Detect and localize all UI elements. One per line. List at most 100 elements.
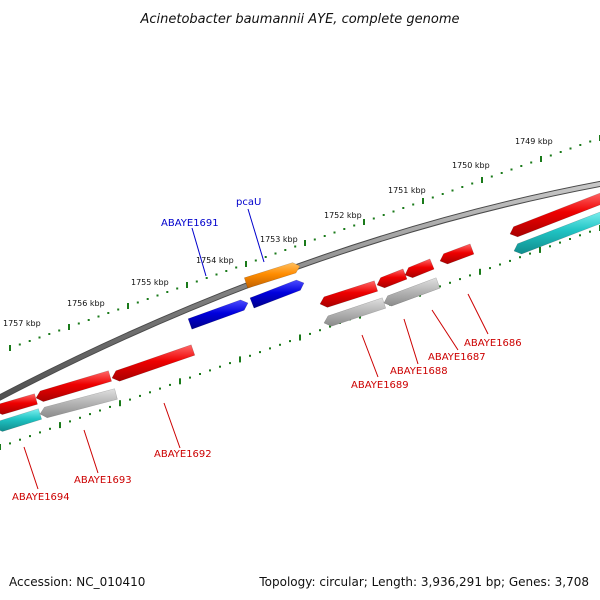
ruler-bottom-tick	[519, 256, 521, 259]
ruler-bottom-tick	[89, 413, 91, 416]
ruler-top-tick	[176, 287, 179, 290]
leader-pcau	[247, 208, 265, 263]
tick-label-1757: 1757 kbp	[3, 319, 41, 328]
genome-summary-text: Topology: circular; Length: 3,936,291 bp…	[258, 575, 589, 589]
ruler-top-tick	[422, 198, 424, 204]
ruler-top-tick	[166, 291, 169, 293]
ruler-top-tick	[510, 168, 513, 171]
gene-label-abaye1686[interactable]: ABAYE1686	[464, 338, 522, 349]
ruler-bottom-tick	[329, 325, 331, 328]
ruler-top-tick	[107, 312, 110, 314]
ruler-bottom-tick	[309, 332, 311, 335]
gene-label-pcau[interactable]: pcaU	[236, 197, 261, 208]
ruler-top-tick	[195, 280, 198, 283]
ruler-top-tick	[205, 277, 208, 279]
ruler-top-tick	[77, 322, 80, 325]
ruler-top-tick	[490, 175, 493, 178]
gene-label-abaye1688[interactable]: ABAYE1688	[390, 366, 448, 377]
ruler-top-tick	[97, 315, 100, 318]
ruler-bottom-tick	[49, 427, 51, 430]
ruler-bottom-tick	[59, 422, 61, 429]
leader-abaye1691	[191, 227, 207, 277]
ruler-bottom-tick	[489, 267, 491, 270]
ruler-bottom-tick	[139, 394, 141, 397]
ruler-top-tick	[451, 189, 454, 192]
ruler-bottom-tick	[129, 398, 131, 401]
feature-track	[0, 192, 600, 432]
leader-abaye1688	[403, 318, 419, 365]
ruler-top-tick	[186, 282, 188, 288]
ruler-top-tick	[58, 329, 61, 332]
ruler-top-tick	[48, 333, 51, 335]
ruler-top-tick	[294, 245, 297, 248]
ruler-top-tick	[215, 273, 218, 276]
backbone-shadow	[0, 180, 600, 401]
ruler-bottom-tick	[279, 343, 281, 346]
ruler-bottom-tick	[219, 365, 221, 368]
ruler-top-tick	[382, 214, 385, 216]
ruler-top-tick	[402, 207, 405, 209]
ruler-top-tick	[264, 256, 267, 258]
cds-abaye1686	[439, 243, 475, 265]
gene-label-abaye1689[interactable]: ABAYE1689	[351, 380, 409, 391]
gene-label-abaye1692[interactable]: ABAYE1692	[154, 449, 212, 460]
gene-label-abaye1693[interactable]: ABAYE1693	[74, 475, 132, 486]
ruler-bottom-tick	[559, 241, 561, 244]
cds-abaye1693	[35, 370, 112, 402]
ruler-bottom-tick	[269, 347, 271, 350]
leader-abaye1689	[361, 334, 379, 378]
accession-text: Accession: NC_010410	[9, 575, 145, 589]
ruler-bottom-tick	[169, 383, 171, 386]
ruler-bottom-tick	[319, 329, 321, 332]
ruler-top-tick	[146, 298, 149, 300]
ruler-top-tick	[313, 238, 316, 241]
gene-label-abaye1687[interactable]: ABAYE1687	[428, 352, 486, 363]
tick-label-1753: 1753 kbp	[260, 235, 298, 244]
ruler-top-tick	[589, 140, 592, 143]
ruler-top-tick	[68, 324, 70, 330]
ruler-bottom-tick	[439, 285, 441, 288]
ruler-bottom-tick	[249, 354, 251, 357]
ruler-bottom-tick	[549, 245, 551, 248]
ruler-bottom-tick	[119, 400, 121, 407]
cds-abaye1694	[0, 393, 38, 415]
ruler-bottom-tick	[239, 356, 241, 363]
ruler-bottom-tick	[299, 334, 301, 341]
ruler-labels: 1749 kbp 1750 kbp 1751 kbp 1752 kbp 1753…	[3, 137, 553, 328]
ruler-top-tick	[343, 228, 346, 230]
ruler-top-tick	[136, 301, 139, 304]
ruler-bottom-tick	[29, 435, 31, 438]
ruler-top-tick	[579, 144, 582, 146]
position-ruler	[9, 135, 600, 351]
ruler-bottom-tick	[579, 234, 581, 237]
ruler-top-tick	[540, 156, 542, 162]
leader-abaye1692	[163, 402, 181, 449]
ruler-bottom-tick	[539, 246, 541, 253]
ruler-top-tick	[254, 259, 257, 262]
ruler-bottom-tick	[469, 274, 471, 277]
ruler-top-tick	[392, 210, 395, 213]
ruler-top-tick	[235, 266, 238, 269]
cds-right-edge	[509, 192, 600, 238]
ruler-top-tick	[500, 172, 503, 174]
gene-abaye1693	[39, 388, 118, 419]
ruler-top-tick	[520, 165, 523, 167]
ruler-top-tick	[471, 182, 474, 185]
tick-label-1756: 1756 kbp	[67, 299, 105, 308]
ruler-bottom-tick	[99, 409, 101, 412]
cds-abaye1688	[376, 268, 408, 289]
gene-label-abaye1691[interactable]: ABAYE1691	[161, 218, 219, 229]
ruler-top-tick	[481, 177, 483, 183]
tick-label-1752: 1752 kbp	[324, 211, 362, 220]
ruler-bottom-tick	[39, 431, 41, 434]
ruler-top-tick	[38, 336, 41, 339]
gene-label-abaye1694[interactable]: ABAYE1694	[12, 492, 70, 503]
ruler-bottom-tick	[499, 263, 501, 266]
tick-label-1751: 1751 kbp	[388, 186, 426, 195]
ruler-top-tick	[304, 240, 306, 246]
ruler-top-tick	[372, 217, 375, 220]
cds-abaye1692	[111, 344, 196, 382]
cds-abaye1691	[187, 299, 249, 330]
tick-label-1749: 1749 kbp	[515, 137, 553, 146]
backbone-line	[0, 181, 600, 400]
